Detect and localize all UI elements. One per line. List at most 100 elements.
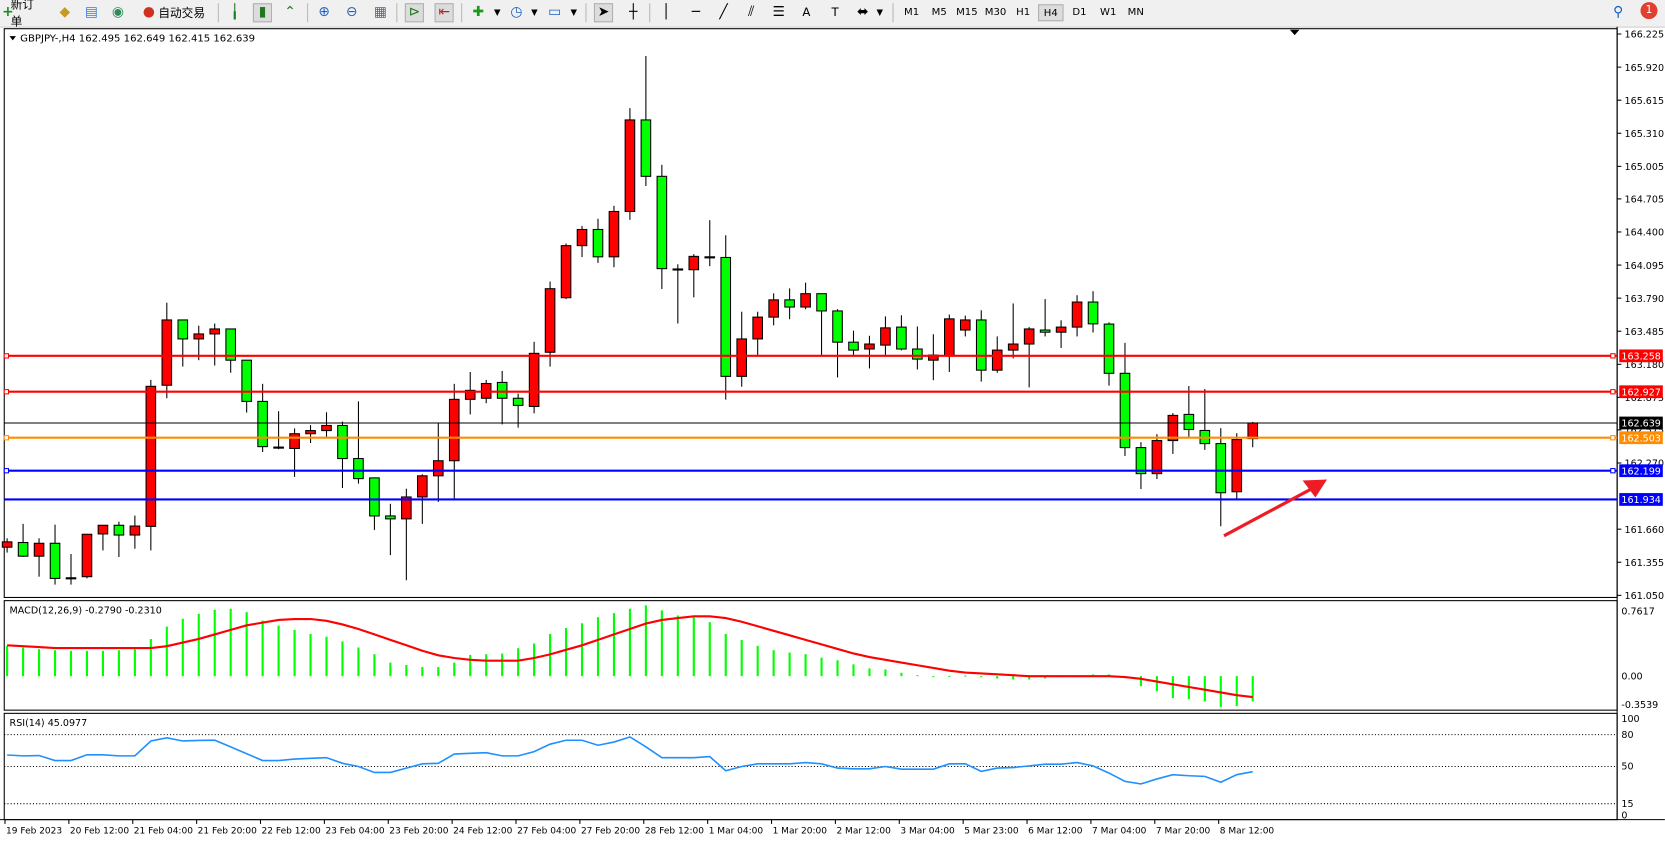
trendline-icon[interactable]: ╱ bbox=[719, 4, 728, 21]
collapse-triangle-icon[interactable] bbox=[9, 36, 16, 41]
bar-chart-icon[interactable]: ╽ bbox=[230, 4, 239, 21]
fibonacci-icon[interactable]: ☰ bbox=[772, 4, 786, 21]
separator bbox=[396, 3, 398, 23]
macd-histogram-bar bbox=[1139, 676, 1143, 687]
auto-trading-button[interactable]: ● 自动交易 bbox=[135, 3, 209, 22]
timeframe-m1[interactable]: M1 bbox=[904, 6, 920, 19]
data-window-icon[interactable]: ▤ bbox=[84, 4, 98, 21]
arrows-icon[interactable]: ⬌ bbox=[856, 4, 869, 21]
candle-body-bull bbox=[880, 327, 891, 346]
text-label-icon[interactable]: T bbox=[831, 5, 839, 20]
periods-clock-icon[interactable]: ◷ bbox=[510, 4, 523, 21]
candle-body-bull bbox=[864, 343, 875, 350]
level-anchor-handle[interactable] bbox=[1610, 353, 1616, 359]
chevron-down-icon[interactable]: ▼ bbox=[493, 7, 501, 18]
search-icon[interactable]: ⚲ bbox=[1613, 4, 1624, 21]
timeframe-h4[interactable]: H4 bbox=[1038, 4, 1064, 22]
candle-body-bull bbox=[432, 460, 444, 477]
candle bbox=[624, 108, 636, 220]
candle-body-bull bbox=[560, 245, 572, 299]
zoom-out-icon[interactable]: ⊖ bbox=[345, 4, 358, 21]
timeframe-mn[interactable]: MN bbox=[1127, 6, 1144, 19]
timeframe-w1[interactable]: W1 bbox=[1099, 6, 1117, 19]
rsi-line bbox=[7, 736, 1253, 785]
time-tick-label: 6 Mar 12:00 bbox=[1028, 826, 1083, 836]
horizontal-level-line[interactable]: 163.258 bbox=[3, 349, 1663, 363]
macd-pane[interactable] bbox=[3, 600, 1618, 711]
chevron-down-icon[interactable]: ▼ bbox=[876, 7, 884, 18]
level-anchor-handle[interactable] bbox=[1610, 435, 1616, 441]
timeframe-h1[interactable]: H1 bbox=[1016, 6, 1031, 19]
chart-window[interactable]: GBPJPY-,H4 162.495 162.649 162.415 162.6… bbox=[0, 26, 1665, 842]
timeframe-d1[interactable]: D1 bbox=[1072, 6, 1087, 19]
candlestick-chart-icon[interactable]: ▮ bbox=[252, 3, 272, 23]
horizontal-level-line[interactable]: 162.199 bbox=[3, 464, 1663, 477]
candle-body-bull bbox=[1055, 326, 1067, 333]
level-anchor-handle[interactable] bbox=[3, 389, 10, 395]
horizontal-level-line[interactable]: 161.934 bbox=[4, 493, 1663, 506]
crosshair-icon[interactable]: ┼ bbox=[629, 4, 638, 21]
notification-badge[interactable]: 1 bbox=[1640, 2, 1658, 20]
candle-body-bear bbox=[49, 542, 61, 579]
candle bbox=[177, 319, 189, 367]
timeframe-m30[interactable]: M30 bbox=[984, 6, 1007, 19]
macd-histogram-bar bbox=[884, 669, 887, 677]
candle bbox=[704, 220, 716, 267]
level-anchor-handle[interactable] bbox=[3, 435, 10, 441]
candle bbox=[912, 326, 923, 370]
navigator-icon[interactable]: ◉ bbox=[111, 4, 124, 21]
candle bbox=[880, 316, 891, 356]
annotation-arrow[interactable] bbox=[1223, 479, 1328, 538]
horizontal-line-icon[interactable]: ─ bbox=[691, 4, 701, 21]
timeframe-m15[interactable]: M15 bbox=[956, 6, 978, 19]
chart-shift-marker[interactable] bbox=[1289, 29, 1300, 36]
vertical-line-icon[interactable]: │ bbox=[662, 4, 671, 21]
line-chart-icon[interactable]: ⌃ bbox=[284, 4, 296, 21]
separator bbox=[307, 3, 309, 23]
candle bbox=[209, 323, 221, 366]
candle-body-bear bbox=[257, 400, 268, 448]
horizontal-level-line[interactable]: 162.503 bbox=[3, 431, 1663, 444]
level-anchor-handle[interactable] bbox=[1610, 389, 1616, 395]
level-anchor-handle[interactable] bbox=[3, 353, 10, 359]
candle bbox=[49, 524, 61, 585]
separator bbox=[892, 3, 894, 23]
level-anchor-handle[interactable] bbox=[1610, 468, 1616, 474]
macd-histogram-bar bbox=[1012, 676, 1015, 680]
macd-histogram-bar bbox=[245, 612, 248, 677]
time-tick-label: 27 Feb 20:00 bbox=[581, 826, 640, 836]
templates-icon[interactable]: ▭ bbox=[548, 4, 562, 21]
tile-windows-icon[interactable]: ▦ bbox=[373, 4, 387, 21]
candle-body-bear bbox=[784, 299, 795, 308]
equidistant-channel-icon[interactable]: ⫽ bbox=[748, 4, 755, 21]
macd-histogram-bar bbox=[229, 608, 232, 677]
chart-header: GBPJPY-,H4 162.495 162.649 162.415 162.6… bbox=[9, 33, 255, 44]
candle-body-bull bbox=[145, 385, 157, 527]
chevron-down-icon[interactable]: ▼ bbox=[531, 7, 538, 18]
chevron-down-icon[interactable]: ▼ bbox=[570, 7, 578, 18]
timeframe-m5[interactable]: M5 bbox=[931, 6, 947, 19]
new-order-button[interactable]: + 新订单 bbox=[2, 0, 45, 29]
rsi-tick-label: 50 bbox=[1621, 762, 1633, 773]
main-price-pane[interactable] bbox=[3, 28, 1618, 598]
horizontal-level-line[interactable]: 162.927 bbox=[3, 385, 1663, 398]
macd-histogram-bar bbox=[373, 654, 376, 677]
candle-body-bull bbox=[209, 328, 221, 335]
candle-body-bear bbox=[1119, 372, 1131, 449]
market-watch-icon[interactable]: ◆ bbox=[59, 4, 71, 21]
auto-scroll-icon[interactable]: ⊳ bbox=[404, 3, 424, 23]
candle bbox=[1151, 434, 1163, 480]
bid-price-line[interactable]: 162.639 bbox=[4, 416, 1663, 430]
candle bbox=[65, 554, 77, 585]
chart-shift-icon[interactable]: ⇤ bbox=[434, 3, 454, 23]
level-anchor-handle[interactable] bbox=[3, 468, 10, 474]
candle-body-bull bbox=[528, 352, 540, 408]
indicators-icon[interactable]: ✚ bbox=[472, 4, 484, 21]
macd-histogram-bar bbox=[868, 668, 871, 677]
time-tick-label: 27 Feb 04:00 bbox=[517, 826, 576, 836]
candle bbox=[1039, 299, 1051, 337]
cursor-icon[interactable]: ➤ bbox=[593, 3, 614, 23]
candle bbox=[528, 341, 540, 414]
text-icon[interactable]: A bbox=[802, 5, 811, 20]
zoom-in-icon[interactable]: ⊕ bbox=[318, 4, 330, 21]
